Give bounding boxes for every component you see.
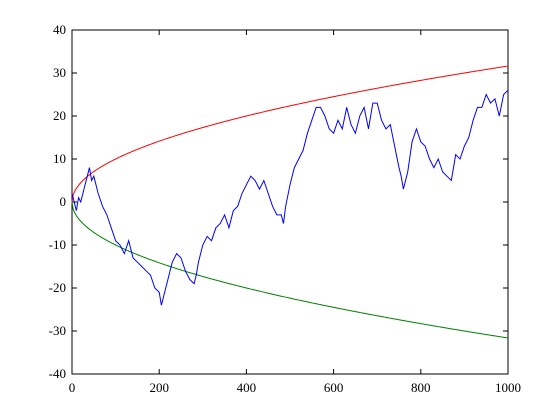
y-tick-label: 20: [53, 108, 66, 123]
y-tick-label: 10: [53, 151, 66, 166]
plot-frame: [71, 29, 509, 375]
y-tick-label: -40: [49, 366, 66, 381]
y-tick-label: -20: [49, 280, 66, 295]
x-tick-label: 600: [324, 380, 344, 395]
y-tick-label: 0: [60, 194, 67, 209]
upper-bound-line: [71, 65, 509, 203]
x-tick-label: 800: [411, 380, 431, 395]
y-tick-label: -10: [49, 237, 66, 252]
x-tick-label: 200: [149, 380, 169, 395]
x-tick-label: 1000: [495, 380, 521, 395]
x-tick-label: 0: [69, 380, 76, 395]
random-walk-line: [71, 89, 509, 306]
lower-bound-line: [71, 201, 509, 339]
y-tick-label: 40: [53, 22, 66, 37]
y-tick-label: -30: [49, 323, 66, 338]
y-tick-label: 30: [53, 65, 66, 80]
x-tick-label: 400: [237, 380, 257, 395]
